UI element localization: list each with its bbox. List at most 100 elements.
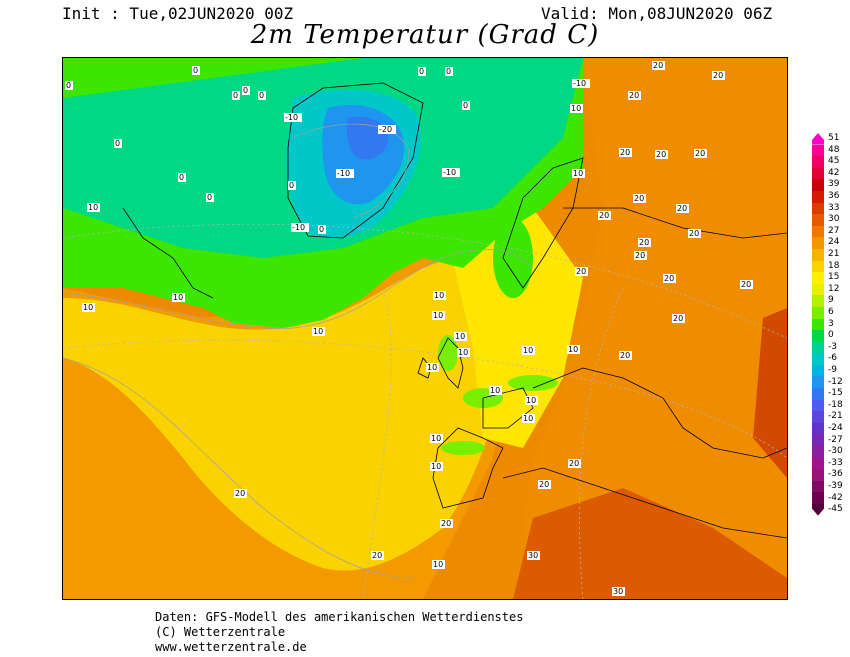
contour-label: 10	[455, 332, 465, 341]
legend-swatch	[812, 190, 824, 203]
footer-source: Daten: GFS-Modell des amerikanischen Wet…	[155, 610, 524, 624]
legend-swatch	[812, 225, 824, 238]
contour-label-bg	[655, 150, 668, 159]
contour-label: 10	[458, 348, 468, 357]
legend-swatch	[812, 422, 824, 435]
contour-label: 20	[539, 480, 549, 489]
contour-label-bg	[522, 414, 535, 423]
contour-label-bg	[619, 351, 632, 360]
contour-label-bg	[445, 67, 453, 76]
contour-label: 20	[677, 204, 687, 213]
contour-label: 10	[571, 104, 581, 113]
hot-region-africa	[513, 488, 787, 599]
legend-label: 18	[828, 260, 840, 271]
contour-label: 20	[695, 149, 705, 158]
contour-label-bg	[694, 149, 707, 158]
legend-label: -42	[828, 492, 843, 503]
valid-time: Valid: Mon,08JUN2020 06Z	[541, 4, 773, 23]
contour-label: 20	[741, 280, 751, 289]
isotherms	[63, 123, 534, 579]
contour-label-bg	[740, 280, 753, 289]
contour-label: 10	[523, 346, 533, 355]
legend-label: 0	[828, 330, 834, 341]
legend-label: 33	[828, 202, 840, 213]
contour-label: 10	[88, 203, 98, 212]
contour-label-bg	[619, 148, 632, 157]
contour-label-bg	[178, 173, 186, 182]
legend-swatch	[812, 248, 824, 261]
contour-label: 20	[689, 229, 699, 238]
graticule	[63, 223, 787, 599]
legend-swatch	[812, 411, 824, 423]
contour-label: 10	[490, 386, 500, 395]
contour-label-bg	[87, 203, 100, 212]
contour-label: 20	[664, 274, 674, 283]
contour-label: -10	[337, 169, 350, 178]
legend-label: 15	[828, 272, 840, 283]
contour-label-bg	[82, 303, 95, 312]
contour-label-bg	[418, 67, 426, 76]
contour-label: 10	[523, 414, 533, 423]
legend-swatch	[812, 341, 824, 354]
contour-label-bg	[284, 113, 302, 122]
contour-label: 10	[431, 434, 441, 443]
legend-label: 27	[828, 225, 840, 236]
contour-label-bg	[567, 345, 580, 354]
legend-label: 51	[828, 133, 840, 143]
contour-label-bg	[652, 61, 665, 70]
contour-label-bg	[440, 519, 453, 528]
europe-orange-region	[523, 58, 787, 599]
contour-label: 0	[207, 193, 212, 202]
contour-label-bg	[663, 274, 676, 283]
legend-swatch	[812, 434, 824, 447]
legend-label: 6	[828, 307, 834, 317]
contour-label: 20	[713, 71, 723, 80]
contour-label: 0	[193, 66, 198, 75]
contour-label: 30	[613, 587, 623, 596]
contour-label-bg	[378, 125, 396, 134]
contour-label-bg	[568, 459, 581, 468]
contour-label-bg	[612, 587, 625, 596]
contour-label-bg	[598, 211, 611, 220]
legend-label: 12	[828, 283, 840, 294]
contour-label-bg	[575, 267, 588, 276]
contour-label-bg	[442, 168, 460, 177]
footer-copyright: (C) Wetterzentrale	[155, 625, 286, 639]
legend-swatch	[812, 202, 824, 215]
color-legend	[812, 133, 824, 516]
contour-label-bg	[688, 229, 701, 238]
contour-label-bg	[65, 81, 73, 90]
legend-swatch	[812, 469, 824, 481]
contour-label: 20	[576, 267, 586, 276]
contour-label-bg	[462, 101, 470, 110]
legend-label: -36	[828, 469, 843, 480]
contour-label-bg	[570, 104, 583, 113]
contour-label-bg	[457, 348, 470, 357]
contour-label: 20	[629, 91, 639, 100]
legend-label: 21	[828, 249, 840, 259]
legend-swatch	[812, 376, 824, 389]
footer-url[interactable]: www.wetterzentrale.de	[155, 640, 307, 654]
contour-label-bg	[489, 386, 502, 395]
contour-label: 30	[528, 551, 538, 560]
legend-swatch	[812, 353, 824, 365]
legend-label: 36	[828, 191, 840, 201]
contour-label-bg	[430, 434, 443, 443]
contour-label-bg	[242, 86, 250, 95]
legend-swatch	[812, 504, 824, 516]
legend-label: 48	[828, 144, 840, 155]
coastlines	[122, 82, 787, 539]
contour-label: 10	[173, 293, 183, 302]
contour-label-bg	[433, 291, 446, 300]
contour-label: 10	[568, 345, 578, 354]
contour-label-bg	[318, 225, 326, 234]
legend-swatch	[812, 167, 824, 180]
contour-label-bg	[628, 91, 641, 100]
greenland-core	[346, 116, 388, 160]
contour-label-bg	[572, 79, 590, 88]
contour-label: 10	[433, 311, 443, 320]
legend-swatch	[812, 457, 824, 470]
legend-swatch	[812, 133, 824, 145]
contour-label-bg	[572, 169, 585, 178]
contour-label-bg	[232, 91, 240, 100]
